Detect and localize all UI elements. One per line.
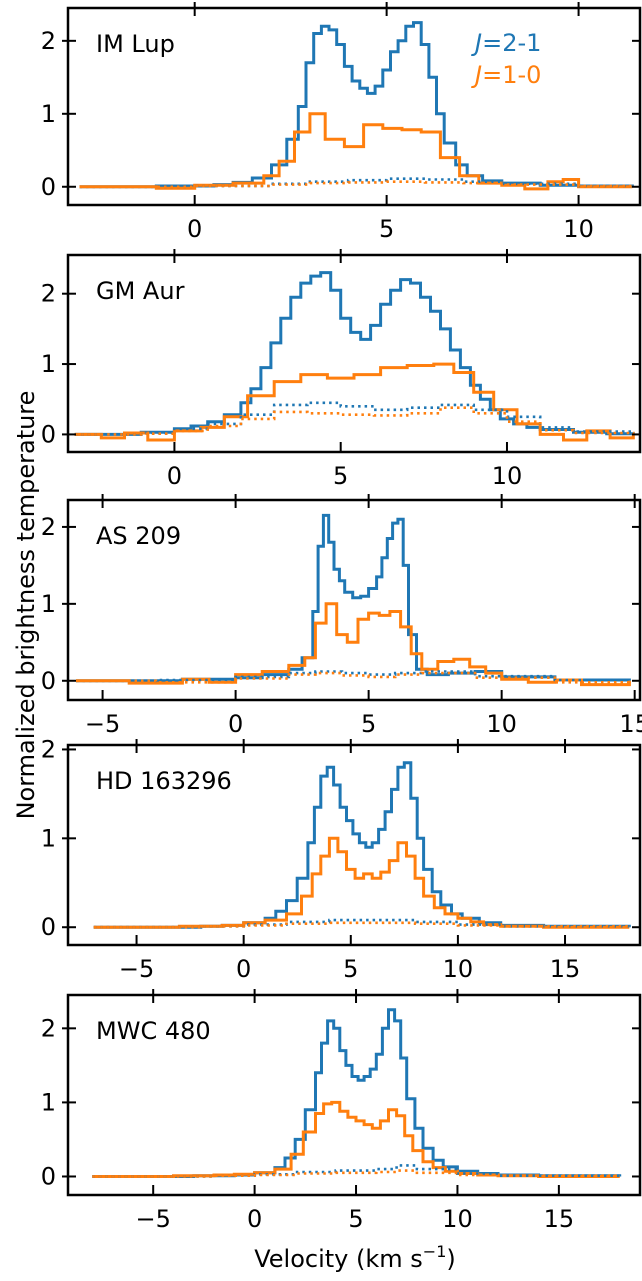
panel-2: −5 0 5 10 15 0 1 2 AS 209 [41,494,642,738]
panel-title: MWC 480 [96,1017,211,1045]
y-tick-label: 0 [41,420,56,448]
x-axis-label: Velocity (km s−1) [254,1242,456,1273]
y-tick-label: 1 [41,824,56,852]
panel-frame [66,498,642,702]
x-tick-label: 5 [343,955,358,983]
x-tick-label: 0 [236,955,251,983]
panel-title: AS 209 [96,522,181,550]
x-tick-label: 0 [247,1205,262,1233]
series-line-j10 [79,112,633,191]
y-tick-label: 2 [41,280,56,308]
y-tick-label: 2 [41,1014,56,1042]
series-line-j21 [93,761,631,929]
series-line-j10 [76,602,631,687]
x-tick-label: 5 [333,462,348,490]
x-tick-label: 10 [563,215,594,243]
series-line-j21 [76,513,631,683]
x-tick-label: 15 [619,710,642,738]
x-tick-label: 10 [442,1205,473,1233]
series-line-j10 [74,362,635,442]
x-tick-label: 10 [486,710,517,738]
x-tick-label: 0 [228,710,243,738]
legend-entry: J=2-1 [471,29,541,57]
panel-frame [66,6,642,207]
series-line-j10 [93,836,630,929]
legend-italic-j: J [471,61,482,89]
series-line-j21 [74,271,635,436]
x-tick-label: 0 [187,215,202,243]
y-tick-label: 2 [41,735,56,763]
x-tick-label: 15 [550,955,581,983]
x-tick-label: 15 [544,1205,575,1233]
panel-4: −5 0 5 10 15 0 1 2 MWC 480 [41,989,642,1233]
y-tick-label: 2 [41,27,56,55]
x-tick-label: 0 [167,462,182,490]
y-tick-label: 1 [41,100,56,128]
y-tick-label: 0 [41,913,56,941]
x-tick-label: 5 [348,1205,363,1233]
y-tick-label: 2 [41,513,56,541]
y-axis-label: Normalized brightness temperature [12,391,40,820]
series-line-j21-dotted [92,1164,621,1178]
y-tick-label: 0 [41,667,56,695]
y-tick-label: 0 [41,1162,56,1190]
legend-entry: J=1-0 [471,61,541,89]
series-line-j10 [92,1100,620,1178]
panel-title: GM Aur [96,277,185,305]
series-line-j10-dotted [76,671,631,684]
panel-frame [66,743,642,947]
series-line-j10-dotted [92,1169,621,1178]
x-tick-label: 5 [379,215,394,243]
panel-frame [66,253,642,454]
y-tick-label: 1 [41,590,56,618]
panel-1: 0 5 10 0 1 2 GM Aur [41,249,642,490]
panel-frame [66,993,642,1197]
legend-italic-j: J [471,29,482,57]
x-tick-label: −5 [85,710,120,738]
x-tick-label: 5 [361,710,376,738]
legend-transition: =1-0 [482,61,541,89]
panel-title: HD 163296 [96,767,232,795]
panel-3: −5 0 5 10 15 0 1 2 HD 163296 [41,735,642,983]
x-tick-label: −5 [135,1205,170,1233]
y-tick-label: 1 [41,350,56,378]
x-tick-label: 10 [492,462,523,490]
series-line-j10-dotted [74,406,635,436]
panel-title: IM Lup [96,30,175,58]
y-tick-label: 1 [41,1088,56,1116]
y-tick-label: 0 [41,173,56,201]
x-tick-label: −5 [119,955,154,983]
series-line-j21 [79,21,634,189]
legend-transition: =2-1 [482,29,541,57]
x-tick-label: 10 [443,955,474,983]
series-line-j10-dotted [93,921,631,929]
series-line-j10-dotted [79,180,634,189]
series-line-j21 [92,1008,622,1178]
